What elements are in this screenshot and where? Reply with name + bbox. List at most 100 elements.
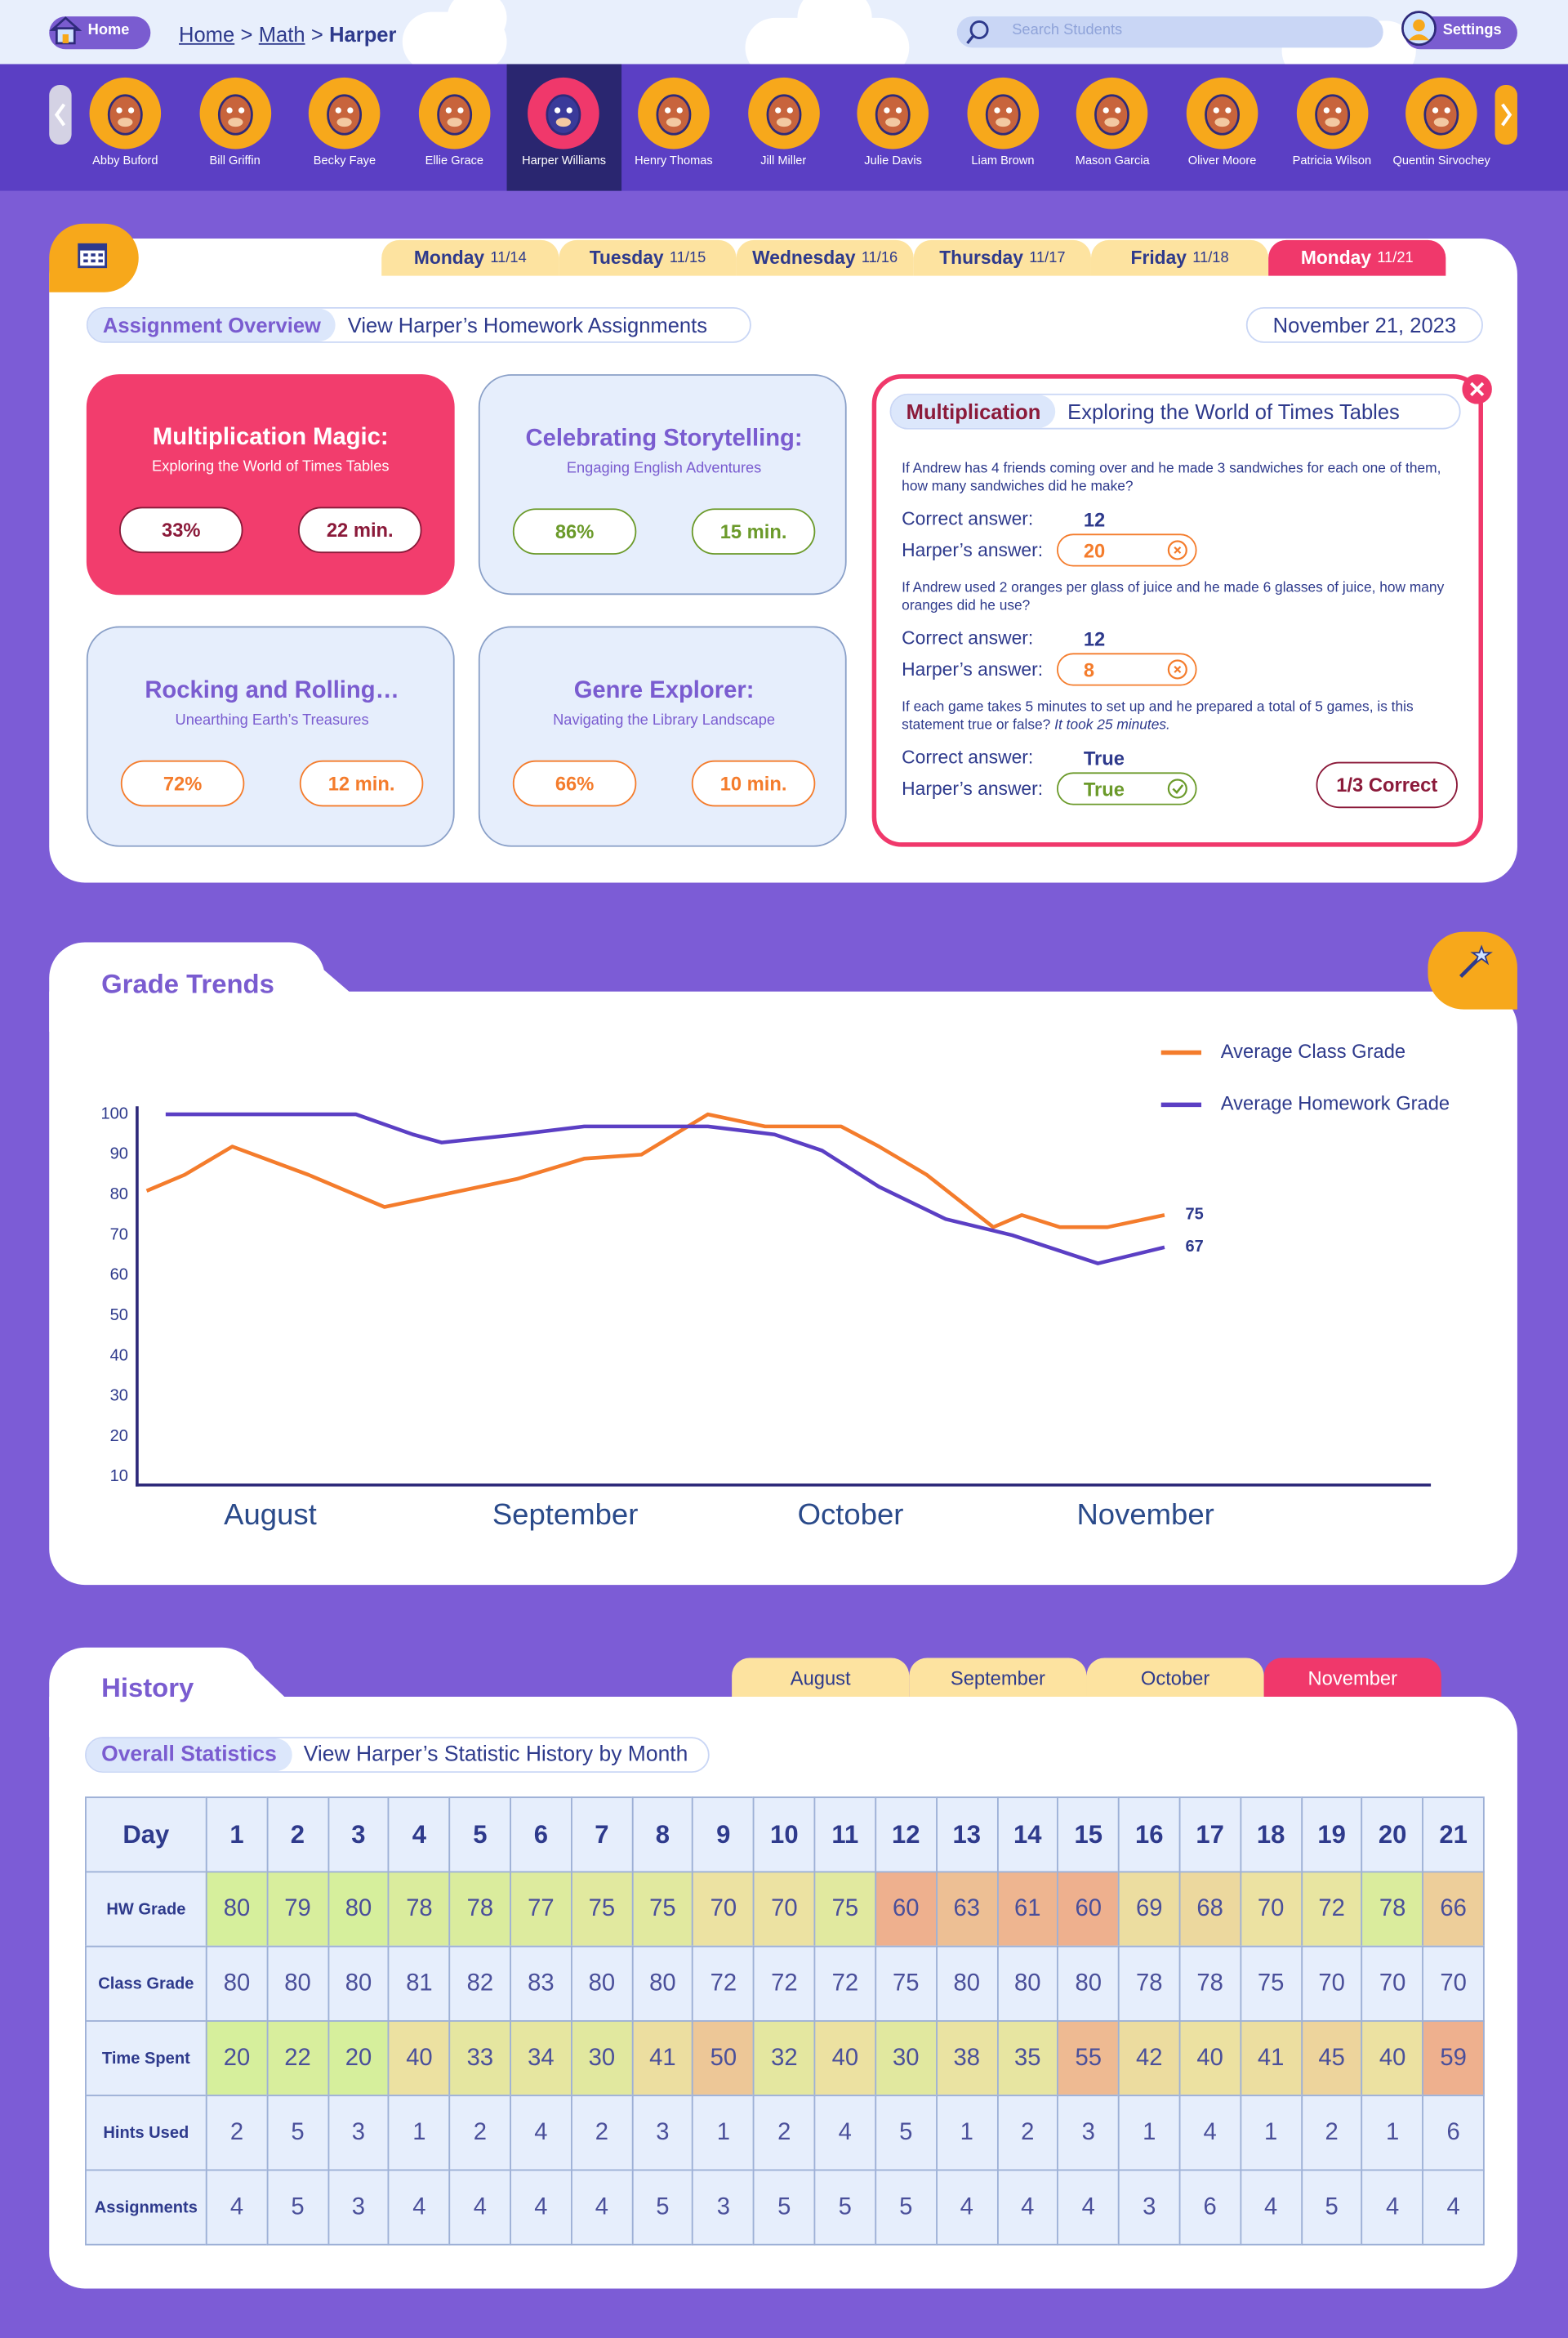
month-tab[interactable]: November [1263,1658,1441,1697]
animal-icon [1423,94,1459,136]
student-avatar[interactable] [309,77,381,149]
table-cell: 4 [1057,2169,1120,2246]
animal-icon-wrap [1308,90,1356,145]
pill-tab-active[interactable]: Overall Statistics [86,1738,292,1772]
settings-button[interactable]: Settings [1401,11,1517,50]
animal-icon [1094,94,1130,136]
table-header-cell: 3 [327,1796,390,1873]
student-name: Harper Williams [522,153,607,167]
table-cell: 4 [448,2169,512,2246]
card-score-pill: 33% [119,506,243,554]
student-avatar[interactable] [1296,77,1368,149]
table-cell: 50 [692,2020,755,2097]
day-name: Monday [1300,247,1372,269]
answer-value: 20 [1083,539,1106,563]
table-cell: 78 [1118,1945,1181,2022]
breadcrumb-link[interactable]: Math [258,22,305,47]
table-cell: 80 [935,1945,998,2022]
pill-tab: Overall Statistics View Harper’s Statisti… [85,1737,710,1774]
student-avatar[interactable] [1405,77,1478,149]
day-tab[interactable]: Tuesday 11/15 [559,239,737,276]
student-avatar[interactable] [1186,77,1258,149]
table-cell: 5 [266,2095,329,2171]
table-header-cell: 16 [1118,1796,1181,1873]
breadcrumb-link[interactable]: Home [179,22,235,47]
wand-icon-wrap [1454,944,1493,990]
animal-icon [1314,94,1350,136]
student-avatar[interactable] [638,77,710,149]
pill-tab-active[interactable]: Multiplication [891,395,1056,428]
house-icon-wrap [49,13,82,53]
home-button[interactable]: Home [49,16,151,50]
date-pill: November 21, 2023 [1245,306,1483,343]
card-score-pill: 86% [512,508,637,555]
question-note: It took 25 minutes. [1054,716,1170,734]
search-box[interactable]: Search Students [956,16,1383,48]
day-tab[interactable]: Friday 11/18 [1090,239,1269,276]
table-cell: 38 [935,2020,998,2097]
prev-students[interactable] [49,85,72,145]
next-students[interactable] [1494,85,1517,145]
calendar-tab[interactable] [49,223,139,292]
card-score-pill: 72% [120,760,245,807]
animal-icon-wrap [540,90,587,145]
table-cell: 75 [813,1871,876,1948]
day-name: Monday [413,247,485,269]
table-cell: 3 [692,2169,755,2246]
student-avatar[interactable] [89,77,162,149]
assignment-card[interactable]: Rocking and Rolling… Unearthing Earth’s T… [86,626,455,847]
student-avatar[interactable] [198,77,271,149]
pill-tab-subtitle[interactable]: View Harper’s Homework Assignments [347,313,708,337]
grade-trends-title: Grade Trends [101,969,274,999]
card-subtitle: Exploring the World of Times Tables [152,459,390,476]
table-header-cell: 5 [448,1796,512,1873]
table-cell: 80 [205,1871,269,1948]
table-cell: 82 [448,1945,512,2022]
table-row-label: HW Grade [85,1871,207,1948]
table-cell: 70 [1300,1945,1363,2022]
table-cell: 2 [1300,2095,1363,2171]
settings-label: Settings [1442,22,1502,39]
student-avatar[interactable] [528,77,600,149]
animal-icon [985,94,1021,136]
month-tab[interactable]: August [732,1658,910,1697]
table-header-cell: 8 [631,1796,694,1873]
history-title: History [101,1672,194,1703]
student-avatar[interactable] [747,77,820,149]
day-tab[interactable]: Monday 11/21 [1268,239,1446,276]
pill-tab-subtitle[interactable]: View Harper’s Statistic History by Month [303,1742,688,1767]
day-tab[interactable]: Thursday 11/17 [913,239,1091,276]
day-date: 11/18 [1192,249,1229,266]
table-row-label: Class Grade [85,1945,207,2022]
chevron-left-wrap [49,97,71,141]
animal-icon-wrap [979,90,1027,145]
table-header-cell: 20 [1361,1796,1424,1873]
close-icon-wrap[interactable] [1462,374,1492,412]
pill-tab-active[interactable]: Assignment Overview [87,308,336,341]
student-avatar[interactable] [857,77,929,149]
table-cell: 5 [875,2095,938,2171]
animal-icon-wrap [650,90,697,145]
day-tab[interactable]: Monday 11/14 [381,239,559,276]
assignment-card[interactable]: Multiplication Magic: Exploring the World… [86,374,455,596]
table-cell: 35 [996,2020,1059,2097]
student-avatar[interactable] [418,77,491,149]
day-tab[interactable]: Wednesday 11/16 [736,239,914,276]
correct-value: True [1083,747,1125,770]
question: If Andrew has 4 friends coming over and … [902,460,1441,495]
animal-icon [656,94,692,136]
pill-tab-subtitle[interactable]: Exploring the World of Times Tables [1067,399,1400,424]
magic-tab[interactable] [1428,931,1517,1010]
table-header-cell: 21 [1422,1796,1485,1873]
search-placeholder: Search Students [1012,22,1123,39]
table-cell: 75 [631,1871,694,1948]
month-tab[interactable]: September [909,1658,1087,1697]
breadcrumb-separator: > [240,22,253,47]
assignment-card[interactable]: Celebrating Storytelling: Engaging Englis… [478,374,847,596]
assignment-card[interactable]: Genre Explorer: Navigating the Library La… [478,626,847,847]
month-tab[interactable]: October [1086,1658,1264,1697]
student-avatar[interactable] [1076,77,1149,149]
table-cell: 5 [753,2169,816,2246]
student-avatar[interactable] [967,77,1039,149]
animal-icon [327,94,363,136]
